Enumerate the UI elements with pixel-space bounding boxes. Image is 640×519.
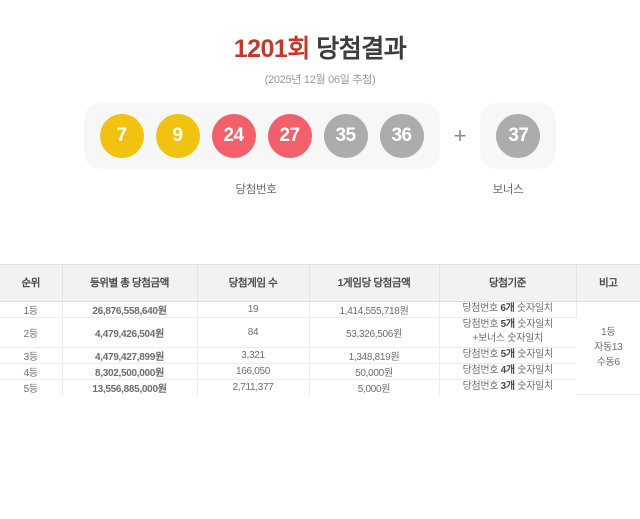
header-prize-per-game: 1게임당 당첨금액 bbox=[309, 265, 440, 302]
numbers-captions: 당첨번호 보너스 bbox=[0, 181, 640, 197]
cell-rank: 2등 bbox=[0, 317, 63, 348]
winning-ball-4: 27 bbox=[267, 113, 312, 158]
criteria-text-pre: 당첨번호 bbox=[462, 380, 501, 392]
cell-winning-games: 19 bbox=[197, 301, 310, 318]
header-total-prize: 등위별 총 당첨금액 bbox=[62, 265, 198, 302]
criteria-count: 6개 bbox=[500, 302, 515, 314]
cell-criteria: 당첨번호 3개 숫자일치 bbox=[439, 379, 576, 395]
note-line-3: 수동6 bbox=[596, 357, 620, 369]
criteria-text-pre: 당첨번호 bbox=[462, 302, 501, 314]
table-row: 4등 8,302,500,000원 166,050 50,000원 당첨번호 4… bbox=[0, 363, 640, 380]
cell-winning-games: 2,711,377 bbox=[197, 379, 310, 395]
winning-ball-6: 36 bbox=[379, 113, 424, 158]
cell-total-prize: 13,556,885,000원 bbox=[62, 379, 198, 395]
cell-prize-per-game: 5,000원 bbox=[309, 379, 440, 395]
result-heading-block: 1201회 당첨결과 (2025년 12월 06일 추첨) bbox=[0, 0, 640, 87]
criteria-count: 5개 bbox=[500, 348, 515, 360]
prize-table-container: 순위 등위별 총 당첨금액 당첨게임 수 1게임당 당첨금액 당첨기준 비고 1… bbox=[0, 265, 640, 395]
prize-table: 순위 등위별 총 당첨금액 당첨게임 수 1게임당 당첨금액 당첨기준 비고 1… bbox=[0, 265, 640, 395]
table-row: 1등 26,876,558,640원 19 1,414,555,718원 당첨번… bbox=[0, 301, 640, 395]
winning-ball-3: 24 bbox=[211, 113, 256, 158]
note-line-2: 자동13 bbox=[594, 342, 623, 354]
criteria-count: 3개 bbox=[500, 380, 515, 392]
cell-prize-per-game: 50,000원 bbox=[309, 363, 440, 380]
cell-total-prize: 8,302,500,000원 bbox=[62, 363, 198, 380]
winning-numbers-label: 당첨번호 bbox=[235, 183, 277, 196]
draw-date: (2025년 12월 06일 추첨) bbox=[264, 73, 376, 86]
title-suffix: 당첨결과 bbox=[309, 35, 407, 63]
round-number: 1201회 bbox=[233, 35, 311, 63]
criteria-text-pre: 당첨번호 bbox=[462, 318, 501, 330]
criteria-count: 4개 bbox=[500, 364, 515, 376]
cell-winning-games: 3,321 bbox=[197, 347, 310, 364]
criteria-text-pre: 당첨번호 bbox=[462, 364, 501, 376]
page-title: 1201회 당첨결과 bbox=[0, 35, 640, 64]
winning-ball-5: 35 bbox=[323, 113, 368, 158]
note-line-1: 1등 bbox=[601, 327, 616, 339]
criteria-text-pre: 당첨번호 bbox=[462, 348, 501, 360]
cell-note: 1등 자동13 수동6 bbox=[576, 301, 640, 395]
criteria-text-post: 숫자일치 bbox=[514, 302, 553, 314]
bonus-ball: 37 bbox=[496, 113, 541, 158]
table-header-row: 순위 등위별 총 당첨금액 당첨게임 수 1게임당 당첨금액 당첨기준 비고 bbox=[0, 265, 640, 302]
cell-criteria: 당첨번호 4개 숫자일치 bbox=[439, 363, 576, 380]
table-row: 2등 4,479,426,504원 84 53,326,506원 당첨번호 5개… bbox=[0, 317, 640, 348]
header-rank: 순위 bbox=[0, 265, 63, 302]
bonus-number-group: 37 bbox=[480, 102, 557, 169]
cell-rank: 3등 bbox=[0, 347, 63, 364]
winning-ball-2: 9 bbox=[155, 113, 200, 158]
criteria-count: 5개 bbox=[500, 318, 515, 330]
header-winning-games: 당첨게임 수 bbox=[197, 265, 310, 302]
cell-prize-per-game: 1,348,819원 bbox=[309, 347, 440, 364]
cell-winning-games: 84 bbox=[197, 317, 310, 348]
cell-total-prize: 26,876,558,640원 bbox=[62, 301, 198, 318]
cell-criteria: 당첨번호 6개 숫자일치 bbox=[439, 301, 577, 318]
cell-winning-games: 166,050 bbox=[197, 363, 310, 380]
header-criteria: 당첨기준 bbox=[439, 265, 577, 302]
plus-icon: + bbox=[453, 122, 467, 148]
cell-rank: 4등 bbox=[0, 363, 63, 380]
cell-prize-per-game: 1,414,555,718원 bbox=[309, 301, 440, 318]
header-note: 비고 bbox=[576, 265, 640, 302]
winning-ball-1: 7 bbox=[99, 113, 144, 158]
cell-total-prize: 4,479,426,504원 bbox=[62, 317, 198, 348]
cell-criteria: 당첨번호 5개 숫자일치 bbox=[439, 347, 576, 364]
cell-rank: 1등 bbox=[0, 301, 63, 318]
cell-total-prize: 4,479,427,899원 bbox=[62, 347, 198, 364]
lottery-result-card: 1201회 당첨결과 (2025년 12월 06일 추첨) 7 9 24 27 … bbox=[0, 0, 640, 265]
cell-prize-per-game: 53,326,506원 bbox=[309, 317, 440, 348]
criteria-text-post: 숫자일치 bbox=[514, 380, 553, 392]
criteria-text-post: 숫자일치 bbox=[514, 364, 553, 376]
numbers-row: 7 9 24 27 35 36 + 37 bbox=[0, 102, 640, 169]
winning-numbers-group: 7 9 24 27 35 36 bbox=[83, 102, 440, 169]
criteria-text-post: 숫자일치 bbox=[514, 318, 553, 330]
cell-rank: 5등 bbox=[0, 379, 63, 395]
bonus-label: 보너스 bbox=[492, 183, 524, 196]
cell-criteria: 당첨번호 5개 숫자일치 +보너스 숫자일치 bbox=[439, 317, 576, 348]
table-row: 3등 4,479,427,899원 3,321 1,348,819원 당첨번호 … bbox=[0, 347, 640, 364]
table-row: 5등 13,556,885,000원 2,711,377 5,000원 당첨번호… bbox=[0, 379, 640, 395]
criteria-text-post: 숫자일치 bbox=[514, 348, 553, 360]
criteria-bonus-line: +보너스 숫자일치 bbox=[472, 333, 544, 344]
